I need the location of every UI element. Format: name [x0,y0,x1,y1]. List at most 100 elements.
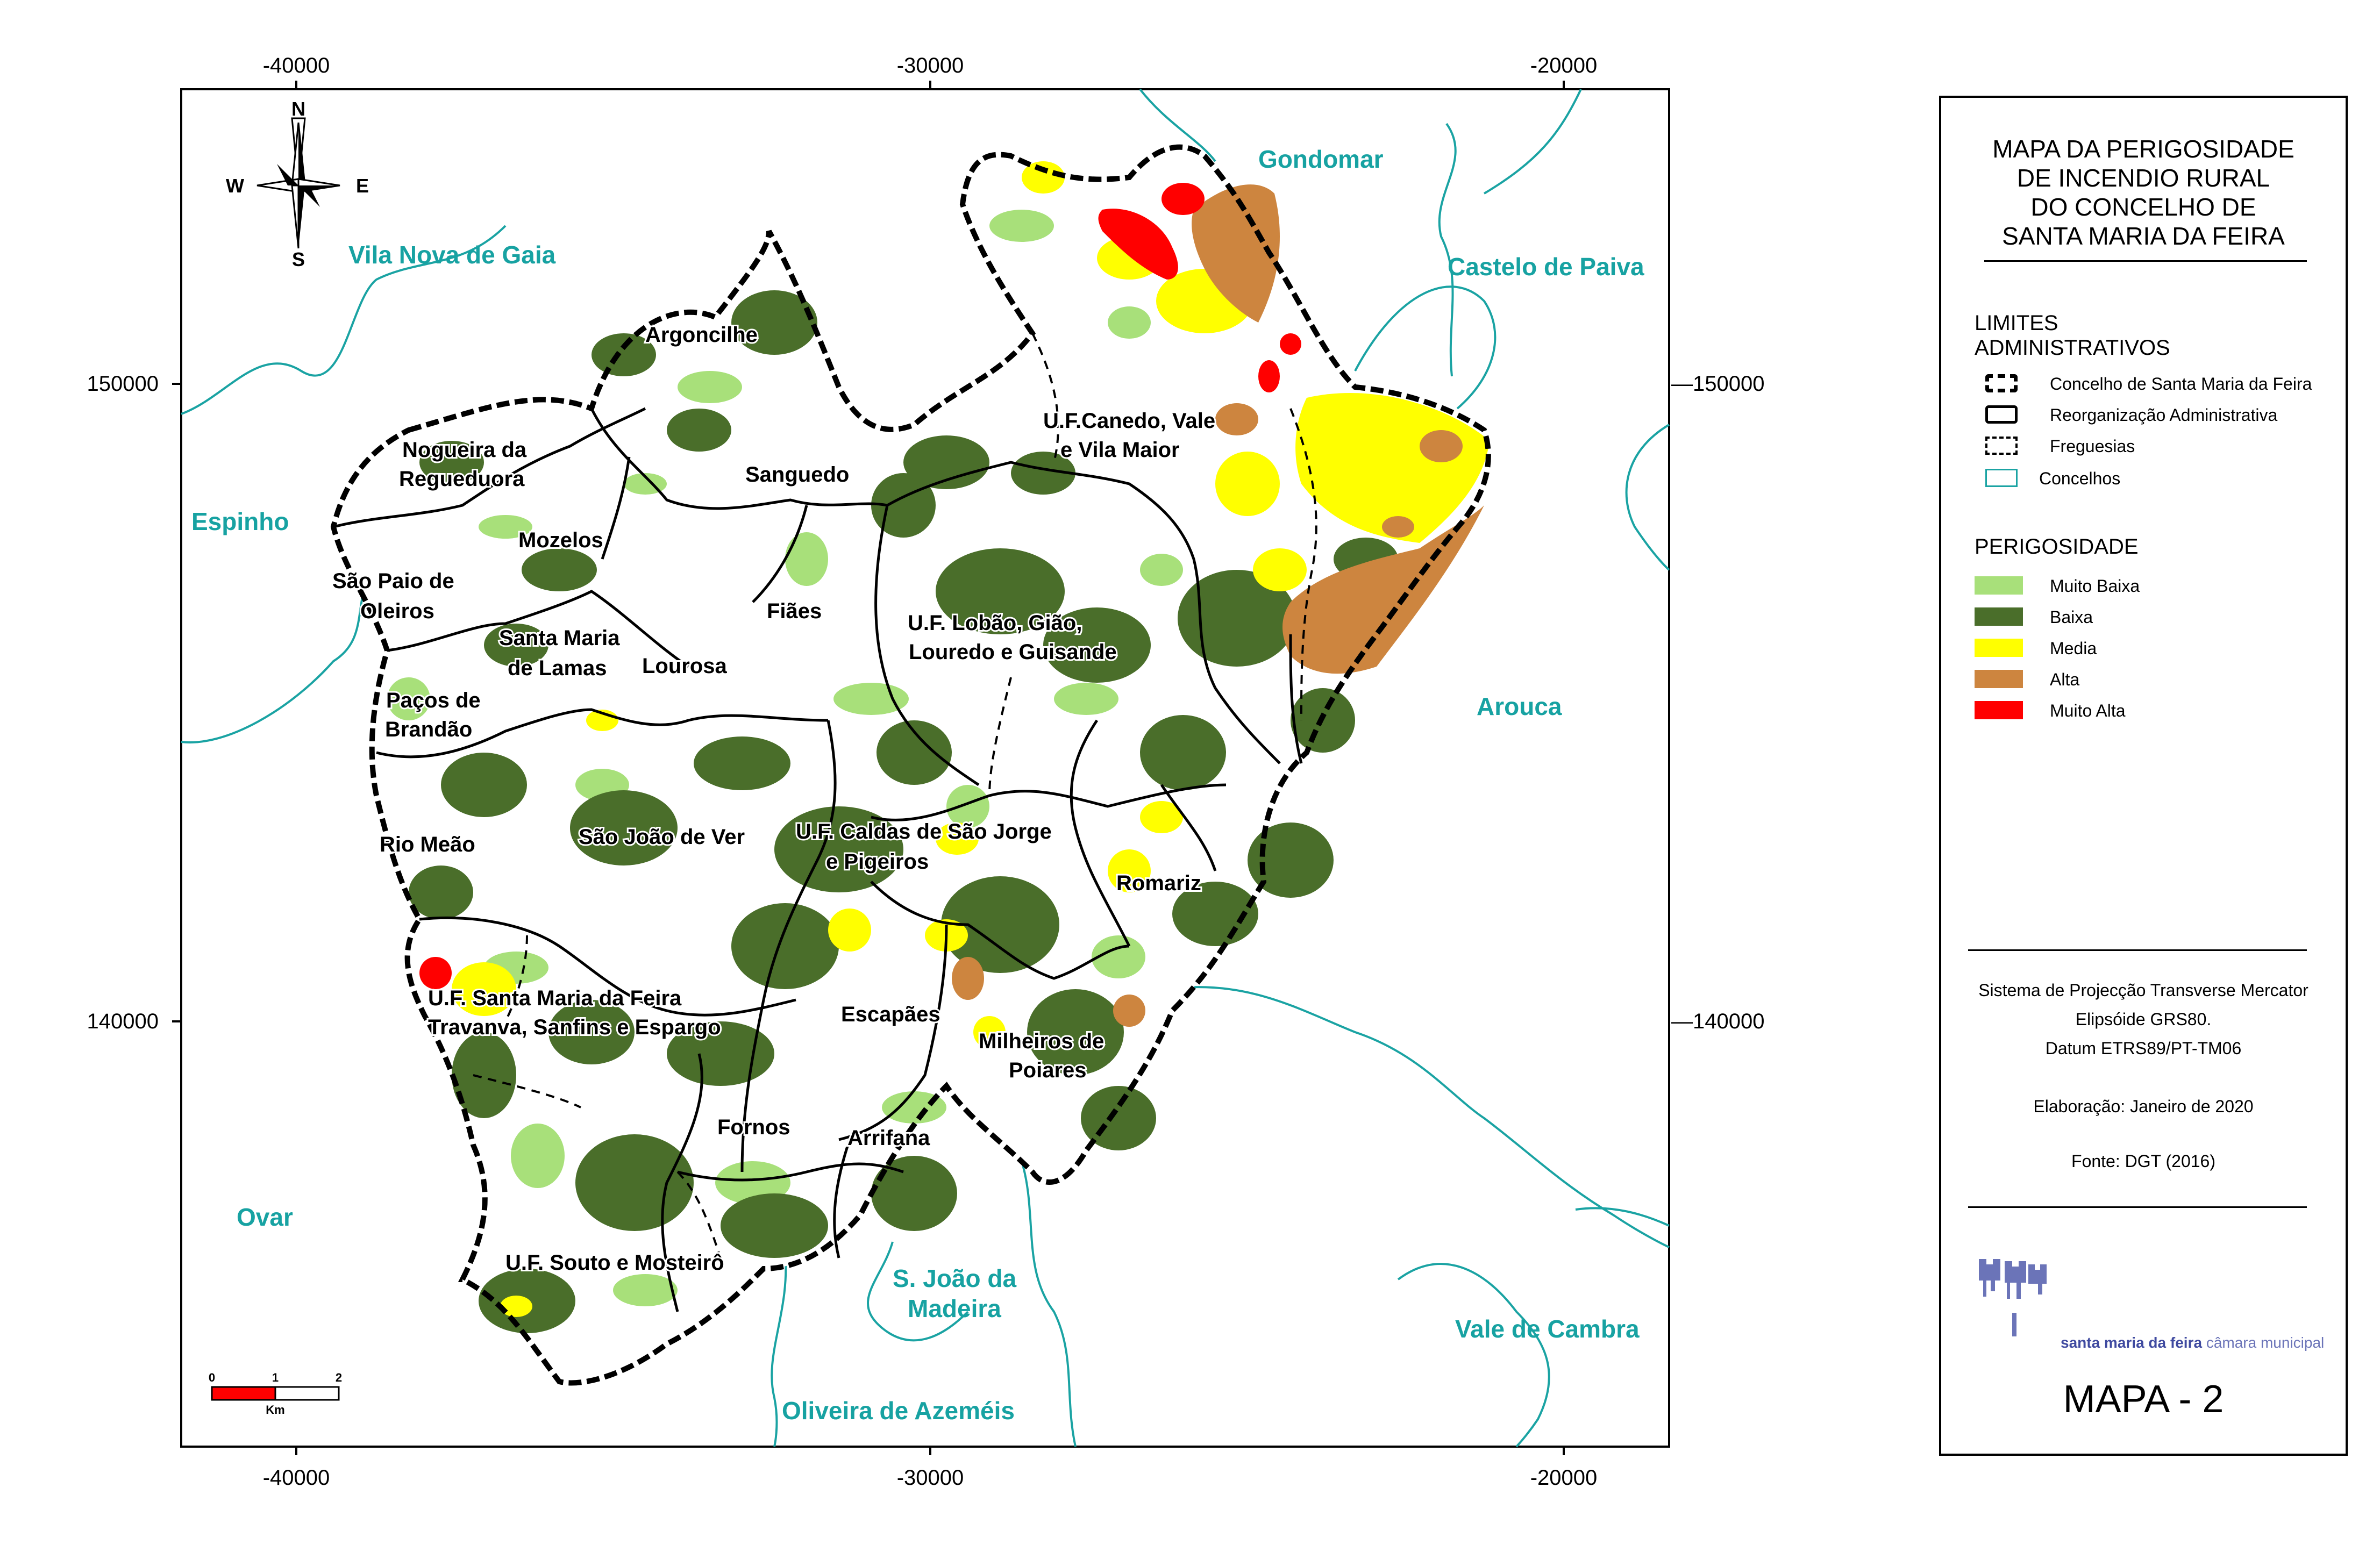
swatch-medium [1975,639,2023,657]
scale-tick-0: 0 [209,1371,215,1384]
label-sao-paio-1: São Paio de [332,569,454,593]
label-milheiros-1: Milheiros de [979,1029,1104,1053]
label-s-joao-da-madeira-2: Madeira [908,1294,1001,1322]
castle-logo-icon [1979,1259,2047,1336]
y-tick-left-2: 140000 [87,1010,159,1033]
label-caldas-1: U.F. Caldas de São Jorge [796,820,1052,843]
hazard-low [409,290,1398,1333]
axis-tick-labels: -40000 -30000 -20000 -40000 -30000 -2000… [87,54,1765,1490]
axis-ticks [172,81,1565,1455]
label-souto-mosteiro: U.F. Souto e Mosteirô [505,1251,724,1275]
label-s-joao-da-madeira-1: S. João da [893,1264,1016,1292]
scale-bar: 0 1 2 Km [209,1371,342,1417]
label-pacos-2: Brandão [385,718,472,741]
municipality-boundary [330,144,1491,1386]
scale-unit: Km [266,1403,284,1417]
north-arrow-icon: N S W E [226,98,369,270]
legend-label-freguesias: Freguesias [2050,437,2135,456]
swatch-very-high [1975,701,2023,719]
compass-w-label: W [226,175,244,197]
x-tick-top-1: -40000 [263,54,330,77]
x-tick-top-2: -30000 [897,54,964,77]
y-tick-left-1: 150000 [87,372,159,396]
scale-tick-1: 1 [272,1371,279,1384]
council-labels: Gondomar Castelo de Paiva Vila Nova de G… [191,145,1644,1425]
label-lobao-2: Louredo e Guisande [909,640,1117,664]
scale-tick-2: 2 [336,1371,342,1384]
legend-label-low: Baixa [2050,607,2093,627]
label-argoncilhe: Argoncilhe [645,323,758,347]
label-caldas-2: e Pigeiros [826,850,929,874]
label-vila-nova-de-gaia: Vila Nova de Gaia [348,241,556,269]
x-tick-bottom-2: -30000 [897,1466,964,1490]
y-tick-right-2: —140000 [1671,1010,1764,1033]
label-pacos-1: Paços de [386,689,481,712]
label-espinho: Espinho [191,507,289,535]
compass-e-label: E [356,175,369,197]
freguesia-line-icon [1985,437,2018,455]
label-santa-maria-lamas-2: de Lamas [508,656,607,680]
label-sao-paio-2: Oleiros [360,599,434,623]
label-oliveira-de-azemeis: Oliveira de Azeméis [782,1397,1015,1425]
label-vale-de-cambra: Vale de Cambra [1455,1315,1640,1343]
projection-line-2: Elipsóide GRS80. [2075,1010,2212,1029]
legend-label-very-low: Muito Baixa [2050,576,2140,596]
logo-name: santa maria da feira [2061,1334,2203,1351]
label-santa-maria-lamas-1: Santa Maria [499,626,620,650]
label-canedo-1: U.F.Canedo, Vale [1043,409,1215,433]
legend-label-reorganization: Reorganização Administrativa [2050,405,2278,425]
label-sanguedo: Sanguedo [745,463,849,487]
map-title-line-4: SANTA MARIA DA FEIRA [2002,222,2285,250]
admin-limits-heading-2: ADMINISTRATIVOS [1975,336,2170,360]
parish-boundaries [333,407,1303,1312]
label-arouca: Arouca [1477,692,1562,720]
swatch-high [1975,670,2023,688]
legend-label-high: Alta [2050,670,2080,689]
label-gondomar: Gondomar [1258,145,1384,173]
x-tick-bottom-1: -40000 [263,1466,330,1490]
swatch-very-low [1975,576,2023,595]
label-ovar: Ovar [237,1203,293,1231]
logo-text: santa maria da feira câmara municipal [2061,1334,2324,1351]
title-rule [1984,260,2307,262]
legend-item-low: Baixa [1975,606,2340,628]
data-source: Fonte: DGT (2016) [2071,1151,2215,1171]
compass-n-label: N [291,98,305,120]
compass-s-label: S [292,248,305,270]
info-rule-top [1968,949,2307,951]
y-tick-right-1: —150000 [1671,372,1764,396]
hazard-medium [452,161,1490,1317]
label-canedo-2: e Vila Maior [1060,438,1180,462]
council-boundaries [181,88,1670,1448]
legend-label-very-high: Muito Alta [2050,701,2126,720]
label-arrifana: Arrifana [847,1126,930,1150]
admin-limits-heading-1: LIMITES [1975,311,2058,335]
legend-item-councils: Concelhos [1975,468,2340,489]
map-title-line-1: MAPA DA PERIGOSIDADE [1992,135,2295,163]
info-rule-bottom [1968,1206,2307,1208]
label-feira-2: Travanva, Sanfins e Espargo [428,1015,721,1039]
map-title: MAPA DA PERIGOSIDADE DE INCENDIO RURAL D… [1941,134,2346,251]
legend-item-municipality: Concelho de Santa Maria da Feira [1975,373,2340,395]
municipality-logo: santa maria da feira câmara municipal [1975,1254,2329,1361]
admin-limits-heading: LIMITES ADMINISTRATIVOS [1975,311,2170,360]
label-romariz: Romariz [1116,871,1201,895]
label-rio-meao: Rio Meão [380,833,475,856]
legend-item-reorganization: Reorganização Administrativa [1975,404,2340,426]
legend-item-freguesias: Freguesias [1975,435,2340,457]
label-fornos: Fornos [717,1115,790,1139]
parish-labels: Argoncilhe Nogueira da Regueduora Sangue… [331,321,1217,1276]
elaboration-date: Elaboração: Janeiro de 2020 [2033,1097,2254,1116]
municipality-line-icon [1985,374,2018,392]
x-tick-top-3: -20000 [1530,54,1598,77]
label-escapaes: Escapães [841,1003,940,1026]
label-feira-1: U.F. Santa Maria da Feira [428,986,682,1010]
hazard-very-high [419,183,1301,989]
map-title-line-3: DO CONCELHO DE [2030,193,2256,221]
hazard-high [952,184,1484,1027]
label-sao-joao-de-ver: São João de Ver [579,825,745,849]
legend-item-high: Alta [1975,669,2340,690]
hazard-patches [387,161,1490,1333]
logo-suffix: câmara municipal [2206,1334,2325,1351]
